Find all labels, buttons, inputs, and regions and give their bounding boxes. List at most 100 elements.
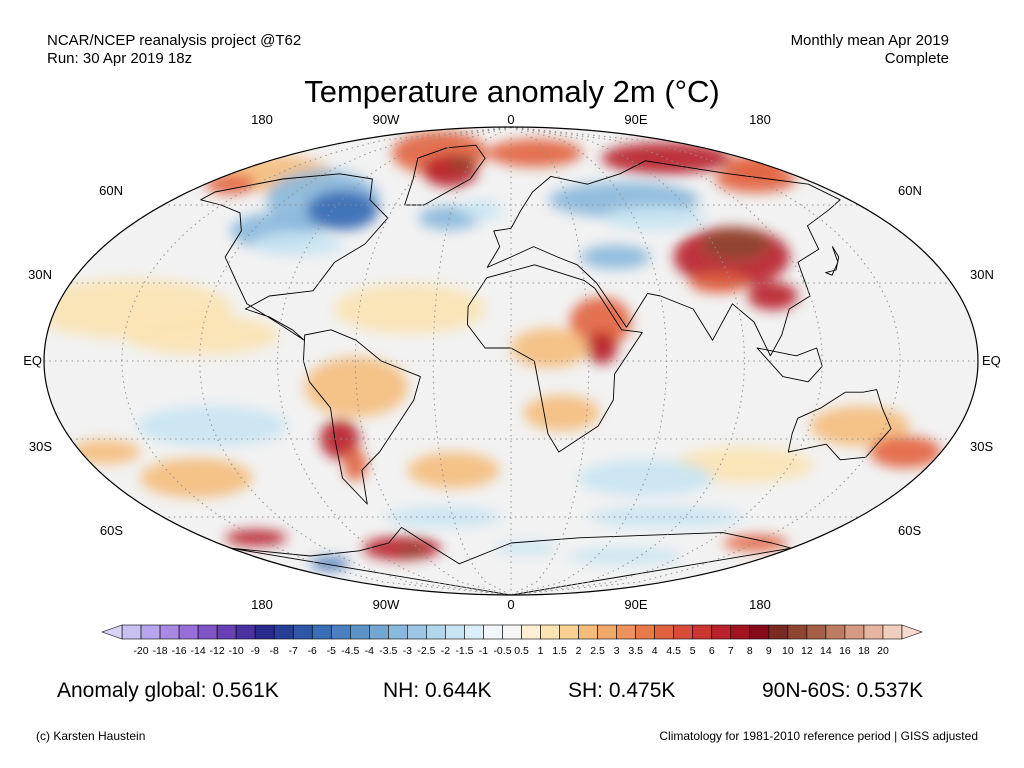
colorbar-label: -8 — [270, 645, 279, 657]
colorbar-label: -3.5 — [379, 645, 397, 657]
lat-label-left-60s: 60S — [100, 523, 123, 538]
colorbar-label: 14 — [820, 645, 832, 657]
colorbar-cell — [521, 624, 541, 640]
lon-label-bottom-90e: 90E — [624, 597, 647, 612]
lon-label-bottom-180w: 180 — [251, 597, 273, 612]
anomaly-region — [603, 206, 707, 230]
colorbar-cell — [597, 624, 617, 640]
anomaly-region — [580, 245, 651, 269]
colorbar-label: -18 — [152, 645, 167, 657]
anomaly-region — [252, 232, 343, 256]
anomaly-region — [124, 315, 279, 355]
colorbar-cell — [464, 624, 484, 640]
colorbar-label: 8 — [747, 645, 753, 657]
lat-label-left-eq: EQ — [23, 353, 42, 368]
colorbar-cell — [235, 624, 256, 640]
colorbar-cell — [197, 624, 218, 640]
colorbar-cell — [730, 624, 751, 640]
lat-label-left-30s: 30S — [29, 439, 52, 454]
anomaly-region — [320, 419, 360, 459]
colorbar-cell — [787, 624, 808, 640]
colorbar-cell — [863, 624, 884, 640]
anomaly-region — [343, 449, 367, 481]
colorbar-label: -4.5 — [341, 645, 359, 657]
lat-label-left-60n: 60N — [99, 183, 123, 198]
stat-global: Anomaly global: 0.561K — [57, 679, 279, 702]
coastline — [302, 329, 421, 505]
anomaly-region — [306, 190, 379, 231]
colorbar-cell — [806, 624, 827, 640]
lon-label-top-180w: 180 — [251, 112, 273, 127]
anomaly-region — [568, 548, 684, 564]
colorbar-label: -7 — [289, 645, 298, 657]
colorbar-cell — [616, 624, 636, 640]
longitude-line — [199, 127, 512, 595]
anomaly-region — [701, 228, 770, 260]
colorbar-label: -10 — [229, 645, 244, 657]
longitude-line — [354, 127, 512, 595]
anomaly-region — [225, 529, 287, 546]
anomaly-region — [747, 282, 798, 310]
colorbar-cell — [559, 624, 579, 640]
colorbar-label: -5 — [327, 645, 336, 657]
colorbar-cell — [502, 624, 522, 640]
colorbar-cell — [273, 624, 294, 640]
anomaly-region — [407, 452, 500, 489]
climatology-note: Climatology for 1981-2010 reference peri… — [659, 729, 978, 743]
colorbar-cell — [711, 624, 732, 640]
coastline — [200, 173, 389, 341]
colorbar-label: -20 — [133, 645, 148, 657]
longitude-line — [510, 127, 823, 595]
colorbar-cell — [749, 624, 770, 640]
longitude-line — [432, 127, 512, 595]
anomaly-region — [511, 328, 589, 368]
colorbar-label: -4 — [365, 645, 374, 657]
colorbar-label: -0.5 — [493, 645, 511, 657]
map-border — [43, 126, 979, 596]
colorbar-cell — [825, 624, 846, 640]
colorbar-cell — [121, 624, 142, 640]
anomaly-region — [400, 544, 425, 557]
colorbar-cell — [330, 624, 351, 640]
lat-label-right-30s: 30S — [970, 439, 993, 454]
colorbar-label: 10 — [782, 645, 794, 657]
colorbar-cell — [426, 624, 446, 640]
colorbar-label: -12 — [210, 645, 225, 657]
anomaly-region — [588, 507, 744, 527]
colorbar-cell — [407, 624, 427, 640]
colorbar-label: 6 — [709, 645, 715, 657]
anomaly-region — [523, 395, 600, 431]
lat-label-left-30n: 30N — [28, 267, 52, 282]
colorbar-label: 2.5 — [590, 645, 605, 657]
colorbar-label: 0.5 — [514, 645, 529, 657]
colorbar-label: 5 — [690, 645, 696, 657]
colorbar-label: -16 — [171, 645, 186, 657]
colorbar-cell — [483, 624, 503, 640]
colorbar-cell — [311, 624, 332, 640]
colorbar-label: 4 — [652, 645, 658, 657]
lon-label-top-90w: 90W — [373, 112, 400, 127]
lat-label-right-60n: 60N — [898, 183, 922, 198]
lon-label-bottom-90w: 90W — [373, 597, 400, 612]
colorbar-label: 3.5 — [628, 645, 643, 657]
anomaly-field — [44, 131, 942, 570]
anomaly-region — [601, 142, 732, 175]
anomaly-region — [137, 406, 287, 446]
colorbar-label: -2.5 — [417, 645, 435, 657]
anomaly-region — [569, 297, 632, 347]
colorbar-label: 16 — [839, 645, 851, 657]
colorbar-label: 20 — [877, 645, 889, 657]
anomaly-region — [140, 458, 253, 498]
colorbar-cell — [140, 624, 161, 640]
source-line-2: Run: 30 Apr 2019 18z — [47, 50, 193, 67]
colorbar-cell — [216, 624, 237, 640]
colorbar-cell — [882, 624, 903, 640]
credit-text: (c) Karsten Haustein — [36, 729, 146, 743]
longitude-line — [510, 127, 590, 595]
colorbar-cell — [178, 624, 199, 640]
colorbar-label: -3 — [403, 645, 412, 657]
colorbar-label: 1 — [538, 645, 544, 657]
anomaly-region — [578, 460, 714, 496]
colorbar-cell — [578, 624, 598, 640]
coastline — [230, 526, 792, 595]
